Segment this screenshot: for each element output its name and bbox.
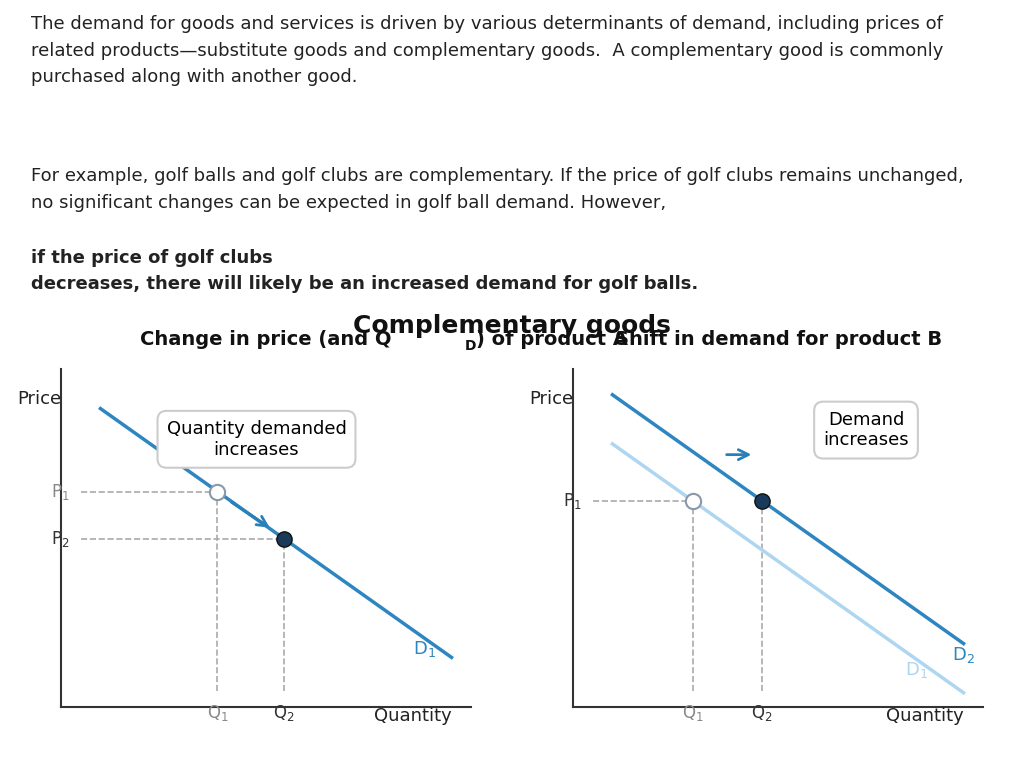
Text: P$_1$: P$_1$ <box>50 482 70 502</box>
Text: Change in price (and Q: Change in price (and Q <box>140 330 392 349</box>
Text: Demand
increases: Demand increases <box>823 411 909 449</box>
Text: if the price of golf clubs
decreases, there will likely be an increased demand f: if the price of golf clubs decreases, th… <box>31 249 698 293</box>
Text: Quantity demanded
increases: Quantity demanded increases <box>167 420 346 458</box>
Text: Complementary goods: Complementary goods <box>353 314 671 339</box>
Text: ) of product A: ) of product A <box>476 330 628 349</box>
Text: P$_1$: P$_1$ <box>562 491 582 511</box>
Text: Price: Price <box>17 390 61 408</box>
Text: Quantity: Quantity <box>374 707 452 724</box>
Text: Q$_1$: Q$_1$ <box>682 703 703 723</box>
Text: For example, golf balls and golf clubs are complementary. If the price of golf c: For example, golf balls and golf clubs a… <box>31 167 964 211</box>
Text: P$_2$: P$_2$ <box>51 528 70 548</box>
Text: The demand for goods and services is driven by various determinants of demand, i: The demand for goods and services is dri… <box>31 15 943 86</box>
Text: Q$_2$: Q$_2$ <box>273 703 295 723</box>
Text: Shift in demand for product B: Shift in demand for product B <box>614 330 942 349</box>
Text: D: D <box>465 339 476 353</box>
Text: D$_1$: D$_1$ <box>905 660 928 680</box>
Text: Quantity: Quantity <box>886 707 964 724</box>
Text: Q$_2$: Q$_2$ <box>752 703 773 723</box>
Text: D$_1$: D$_1$ <box>413 639 435 659</box>
Text: Q$_1$: Q$_1$ <box>207 703 228 723</box>
Text: Price: Price <box>529 390 573 408</box>
Text: D$_2$: D$_2$ <box>952 644 975 664</box>
